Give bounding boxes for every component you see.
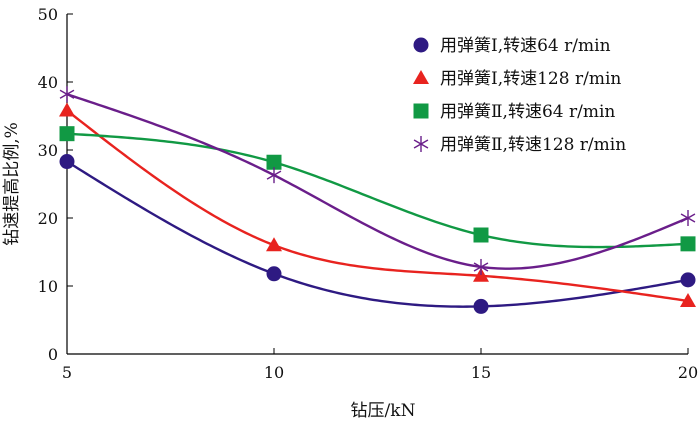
legend-label: 用弹簧Ⅱ,转速128 r/min: [440, 135, 626, 155]
data-point: [473, 298, 489, 314]
star-stroke: [473, 262, 489, 272]
y-tick-label: 30: [38, 141, 58, 160]
series-line: [66, 160, 689, 308]
legend-label: 用弹簧Ⅰ,转速64 r/min: [440, 36, 611, 56]
star-stroke: [266, 170, 282, 180]
series-1: [59, 154, 696, 314]
series-line: [66, 93, 689, 270]
data-point: [473, 258, 489, 275]
y-axis-title: 钻速提高比例,%: [2, 122, 22, 246]
data-point: [473, 227, 489, 243]
y-tick-label: 20: [38, 209, 58, 228]
data-point: [680, 292, 696, 307]
x-axis-title: 钻压/kN: [351, 401, 416, 421]
data-point: [266, 167, 282, 184]
series-line: [66, 132, 689, 249]
data-point: [680, 272, 696, 288]
axes: 5 10 15 20 0 10 20 30 40 50: [38, 5, 699, 382]
legend-marker: [413, 70, 429, 84]
star-stroke: [59, 89, 75, 99]
legend-item: 用弹簧Ⅰ,转速64 r/min: [413, 36, 611, 56]
series-layer: [59, 86, 696, 314]
y-tick-label: 50: [38, 5, 58, 24]
legend-marker: [413, 103, 429, 119]
data-point: [59, 102, 75, 117]
legend-item: 用弹簧Ⅰ,转速128 r/min: [413, 69, 621, 89]
series-2: [59, 102, 696, 307]
legend-item: 用弹簧Ⅱ,转速64 r/min: [413, 102, 615, 122]
y-tick-label: 40: [38, 73, 58, 92]
data-point: [59, 154, 75, 170]
series-4: [59, 86, 696, 275]
legend-label: 用弹簧Ⅰ,转速128 r/min: [440, 69, 621, 89]
data-point: [680, 236, 696, 252]
x-tick-label: 15: [471, 363, 491, 382]
data-point: [266, 266, 282, 282]
y-tick-label: 10: [38, 277, 58, 296]
star-stroke: [680, 213, 696, 223]
data-point: [59, 86, 75, 103]
x-tick-label: 20: [678, 363, 698, 382]
legend-item: 用弹簧Ⅱ,转速128 r/min: [413, 135, 626, 155]
y-tick-label: 0: [48, 345, 58, 364]
x-tick-label: 5: [62, 363, 72, 382]
x-tick-label: 10: [264, 363, 284, 382]
star-stroke: [413, 139, 429, 149]
legend: 用弹簧Ⅰ,转速64 r/min 用弹簧Ⅰ,转速128 r/min 用弹簧Ⅱ,转速64…: [413, 36, 626, 155]
data-point: [266, 154, 282, 170]
series-line: [66, 109, 689, 303]
data-point: [266, 237, 282, 252]
legend-marker: [413, 37, 429, 53]
legend-label: 用弹簧Ⅱ,转速64 r/min: [440, 102, 615, 122]
legend-marker: [413, 136, 429, 152]
data-point: [59, 126, 75, 142]
series-3: [59, 126, 696, 252]
data-point: [680, 210, 696, 226]
